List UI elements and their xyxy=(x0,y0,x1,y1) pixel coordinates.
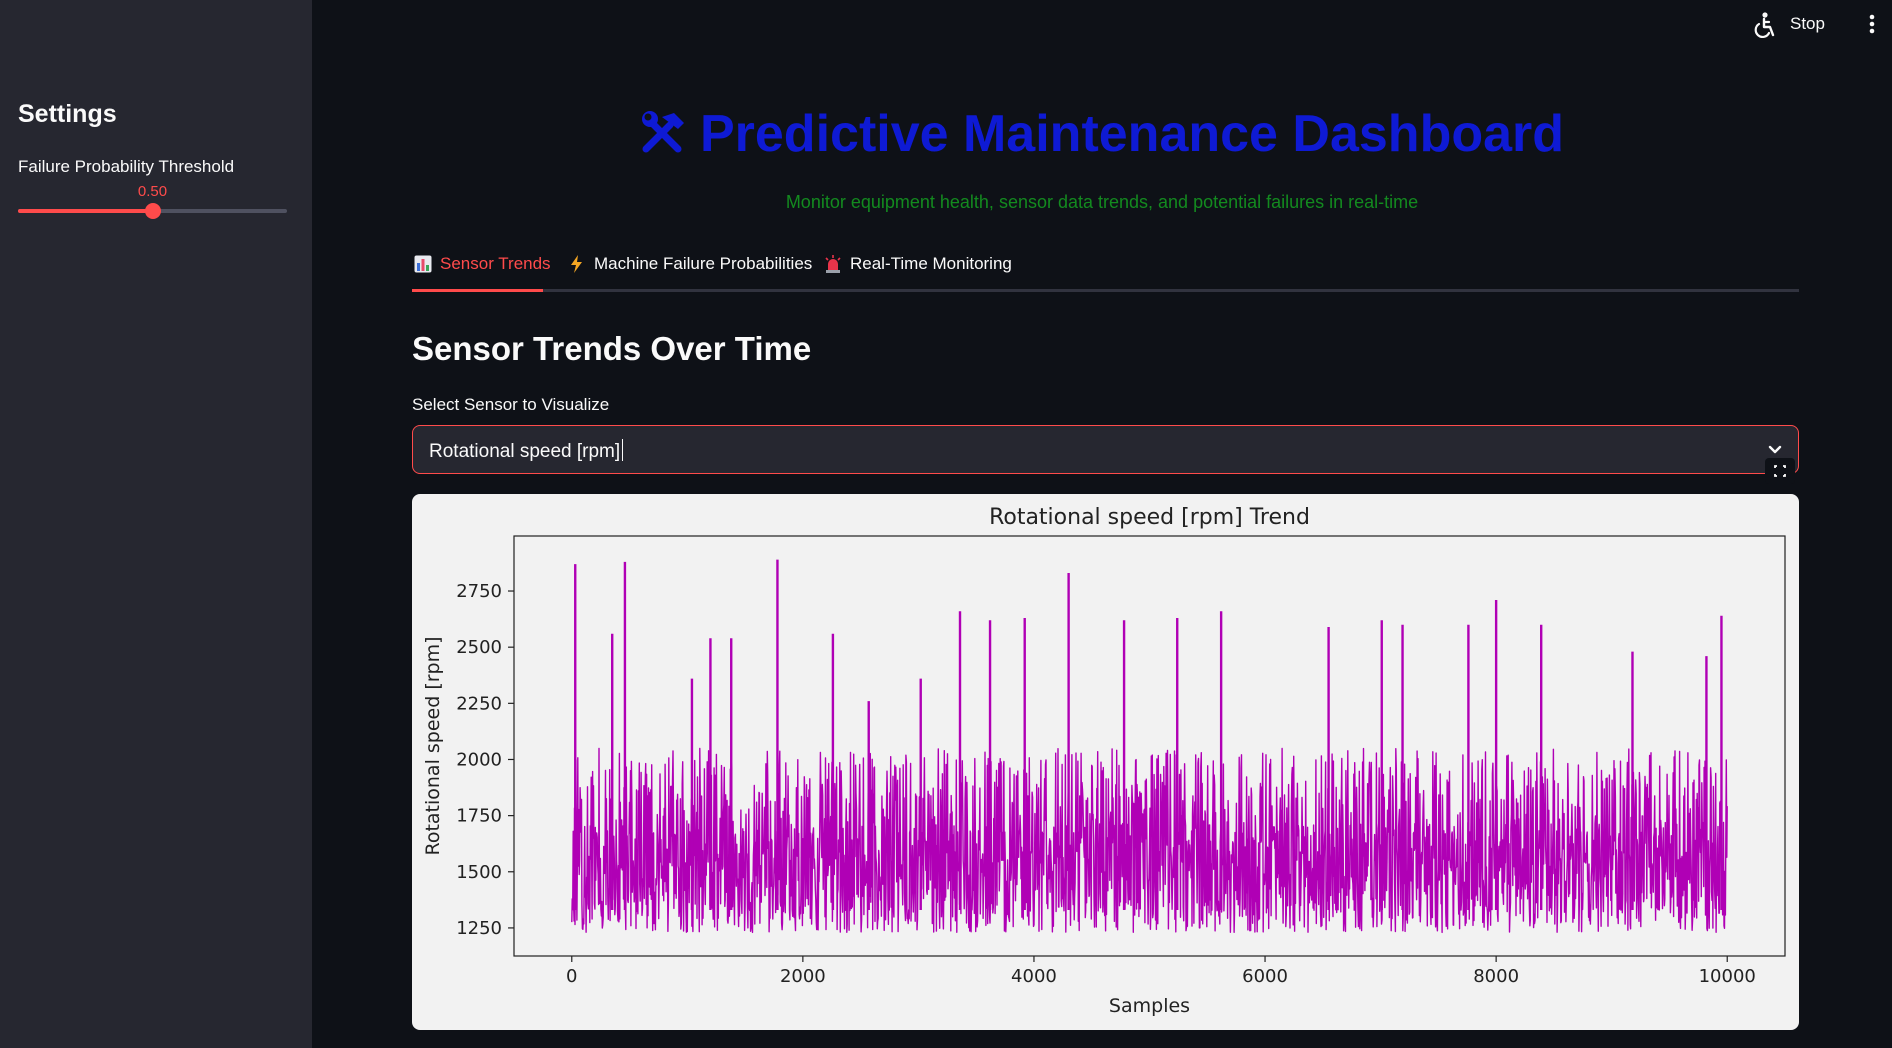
y-tick-label: 1500 xyxy=(456,862,502,883)
threshold-slider-value: 0.50 xyxy=(137,183,168,200)
tab-machine-failure-probabilities[interactable]: Machine Failure Probabilities xyxy=(568,254,812,292)
threshold-slider-thumb[interactable] xyxy=(144,203,161,219)
y-tick-label: 2750 xyxy=(456,581,502,602)
x-tick-label: 4000 xyxy=(1011,966,1057,987)
active-tab-indicator xyxy=(412,289,543,292)
tab-real-time-monitoring-label: Real-Time Monitoring xyxy=(850,254,1012,273)
x-tick-label: 6000 xyxy=(1242,966,1288,987)
sensor-select-value: Rotational speed [rpm] xyxy=(429,439,624,463)
stop-button[interactable]: Stop xyxy=(1790,12,1825,36)
page-title-text: Predictive Maintenance Dashboard xyxy=(699,105,1565,163)
y-tick-label: 2000 xyxy=(456,749,502,770)
x-tick-label: 2000 xyxy=(780,966,826,987)
fullscreen-icon[interactable] xyxy=(1765,458,1795,484)
series-line xyxy=(571,747,1728,934)
bar-chart-icon xyxy=(414,255,432,273)
tab-bar: Sensor Trends Machine Failure Probabilit… xyxy=(412,248,1799,292)
section-title: Sensor Trends Over Time xyxy=(412,330,812,367)
lightning-icon xyxy=(571,255,582,273)
y-axis-label: Rotational speed [rpm] xyxy=(422,636,444,855)
sensor-select-value-text: Rotational speed [rpm] xyxy=(429,441,621,462)
chevron-down-icon[interactable] xyxy=(1768,443,1782,457)
threshold-slider-label: Failure Probability Threshold xyxy=(18,157,235,176)
more-vertical-icon[interactable] xyxy=(1864,12,1880,38)
siren-icon xyxy=(825,255,841,273)
chart-card: 0 2000 4000 6000 8000 10000 1250 1500 1750 2000 22… xyxy=(412,494,1799,1030)
sensor-select[interactable]: Rotational speed [rpm] xyxy=(412,425,1799,474)
tab-sensor-trends[interactable]: Sensor Trends xyxy=(414,254,551,292)
sidebar: Settings Failure Probability Threshold 0… xyxy=(0,0,312,1048)
x-tick-label: 10000 xyxy=(1699,966,1756,987)
page-subtitle: Monitor equipment health, sensor data tr… xyxy=(785,192,1419,212)
y-tick-label: 1750 xyxy=(456,806,502,827)
y-tick-label: 2250 xyxy=(456,693,502,714)
accessibility-icon[interactable] xyxy=(1750,11,1776,39)
y-tick-label: 2500 xyxy=(456,637,502,658)
x-axis-label: Samples xyxy=(1109,995,1190,1017)
tab-machine-failure-probabilities-label: Machine Failure Probabilities xyxy=(594,254,813,273)
text-caret xyxy=(622,439,624,461)
hammer-wrench-icon xyxy=(641,111,684,153)
tab-sensor-trends-label: Sensor Trends xyxy=(440,254,551,273)
sensor-trend-chart: 0 2000 4000 6000 8000 10000 1250 1500 1750 2000 22… xyxy=(422,505,1786,1017)
chart-title: Rotational speed [rpm] Trend xyxy=(989,505,1310,530)
sensor-select-label: Select Sensor to Visualize xyxy=(412,395,610,414)
sidebar-title: Settings xyxy=(18,100,117,128)
x-tick-label: 8000 xyxy=(1473,966,1519,987)
threshold-slider-fill xyxy=(18,209,153,213)
x-tick-label: 0 xyxy=(566,966,577,987)
tab-real-time-monitoring[interactable]: Real-Time Monitoring xyxy=(824,254,1012,292)
page-title: Predictive Maintenance Dashboard xyxy=(312,104,1892,164)
y-tick-label: 1250 xyxy=(456,918,502,939)
